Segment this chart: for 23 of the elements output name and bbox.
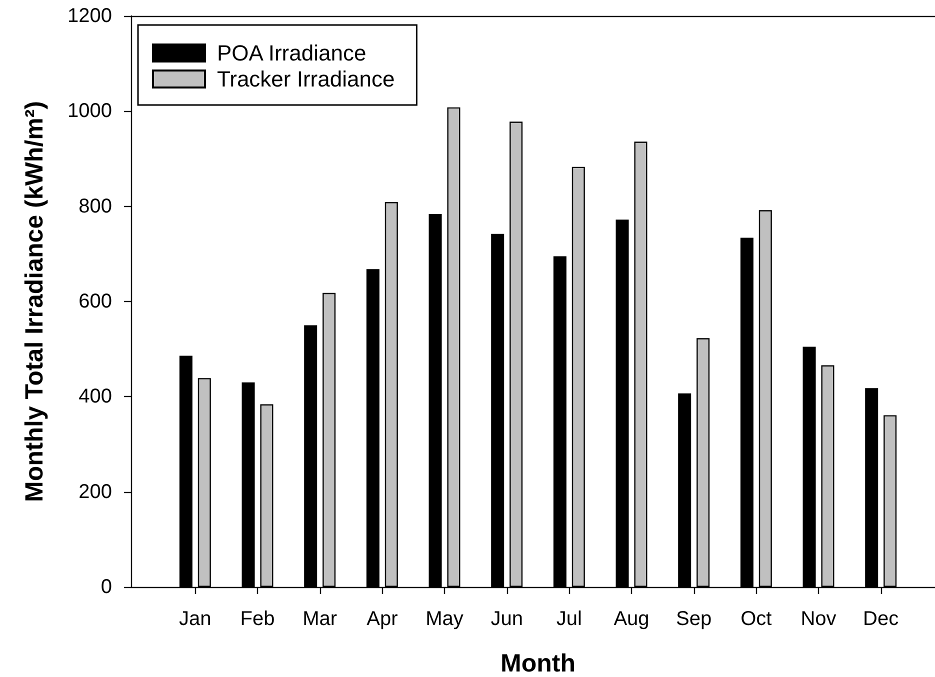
legend-label: Tracker Irradiance (217, 66, 395, 92)
x-tick-label: Oct (740, 608, 772, 630)
x-tick-label: Jan (179, 608, 212, 630)
x-tick-label: Sep (676, 608, 712, 630)
y-tick-label: 1200 (68, 5, 112, 27)
x-tick-label: Apr (366, 608, 398, 630)
y-tick-label: 400 (78, 386, 112, 408)
x-tick-label: Dec (863, 608, 899, 630)
y-tick-label: 800 (78, 195, 112, 218)
y-tick-label: 200 (78, 480, 112, 503)
x-tick-label: Mar (302, 608, 338, 630)
x-tick-label: Feb (240, 608, 275, 630)
x-tick-label: May (426, 608, 464, 630)
y-tick-label: 0 (100, 576, 112, 598)
x-tick-label: Aug (614, 608, 650, 630)
x-tick-label: Jun (490, 608, 523, 630)
x-tick-label: Jul (556, 608, 582, 630)
x-axis-title: Month (500, 650, 576, 677)
y-axis-title: Monthly Total Irradiance (kWh/m²) (20, 101, 48, 502)
y-tick-label: 1000 (68, 100, 112, 122)
y-tick-label: 600 (78, 290, 112, 312)
legend-label: POA Irradiance (217, 40, 366, 66)
x-tick-label: Nov (800, 608, 836, 630)
